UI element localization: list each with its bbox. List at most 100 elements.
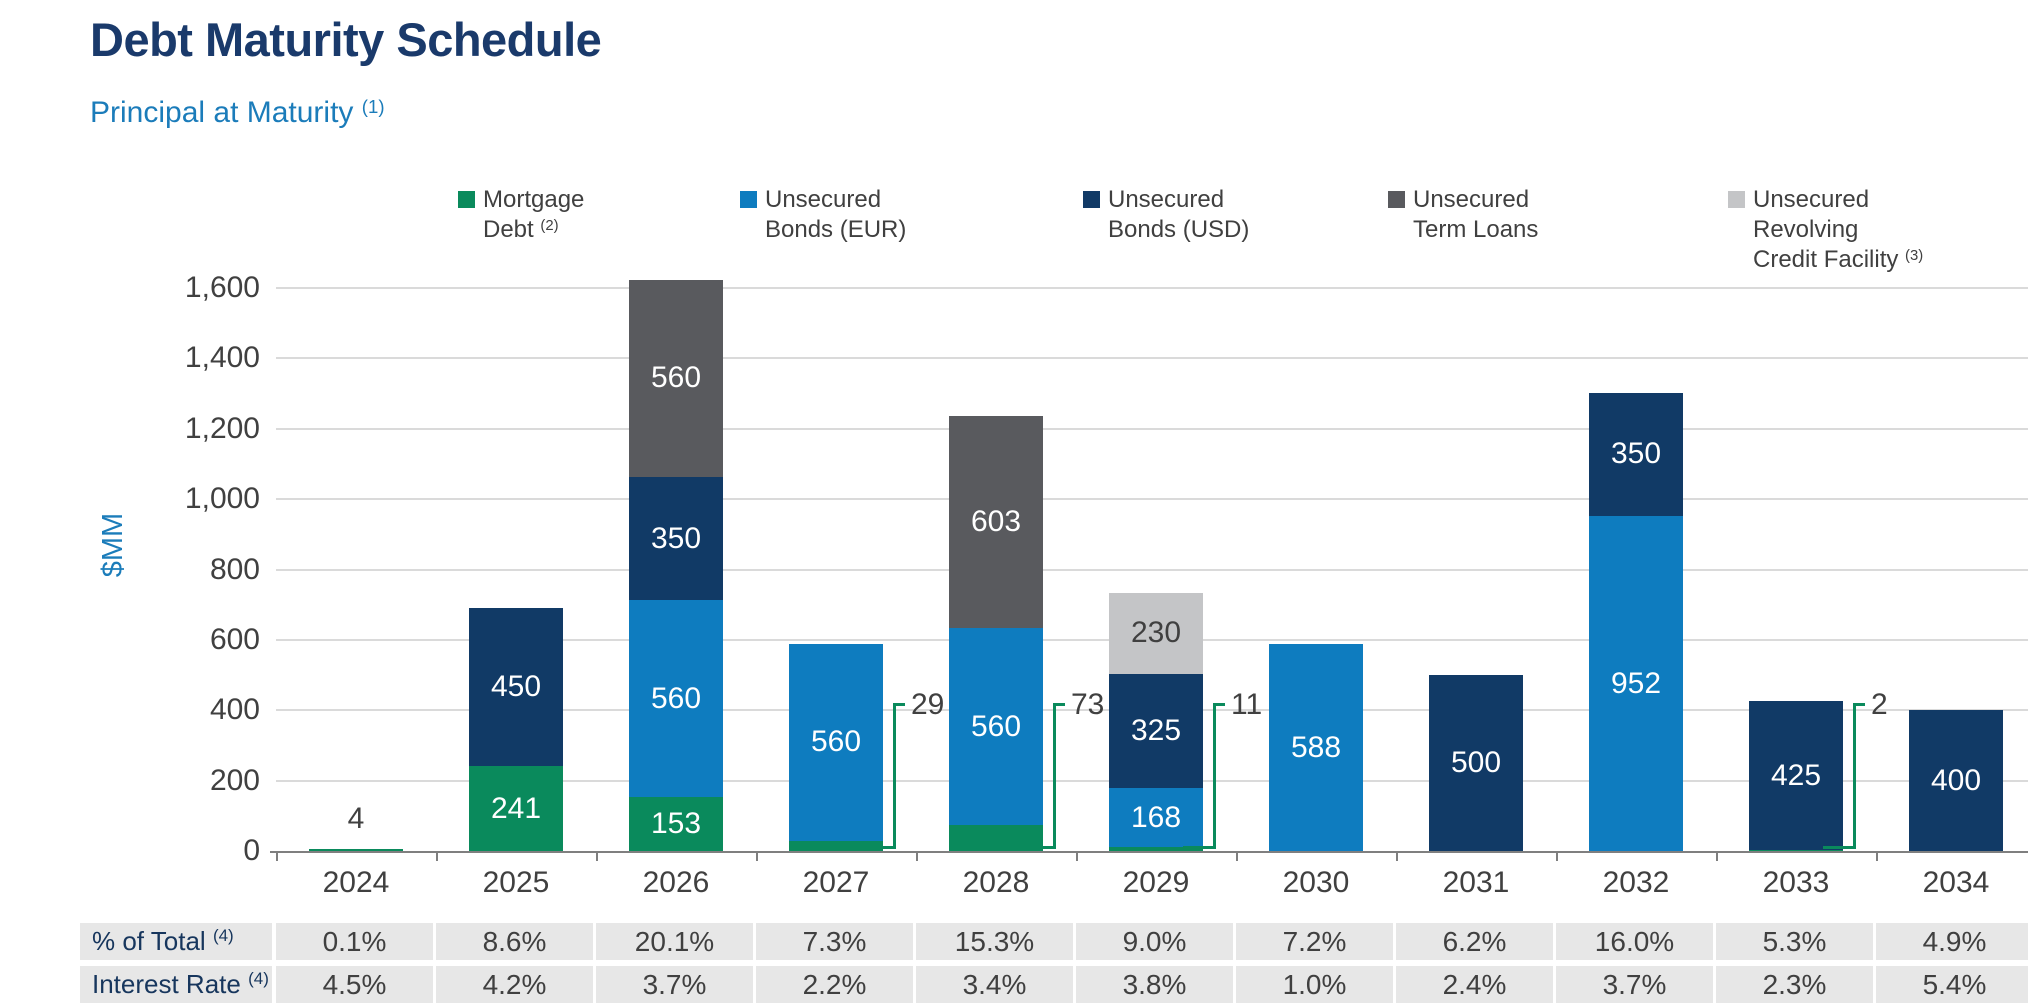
legend-label-line: Unsecured [765, 186, 882, 213]
bar-total-label: 4 [347, 802, 365, 835]
callout-bracket-tick [1856, 703, 1865, 706]
x-axis-label-2031: 2031 [1442, 866, 1510, 899]
callout-bracket-foot [1023, 846, 1056, 849]
legend-swatch-mortgage [458, 191, 475, 208]
callout-bracket-line [893, 703, 896, 849]
legend-label: Unsecured Bonds (EUR) [765, 185, 906, 245]
callout-bracket-line [1053, 703, 1056, 849]
table-cell: 9.0% [1076, 923, 1233, 960]
callout-bracket-foot [1183, 846, 1216, 849]
bar-value-label: 560 [810, 725, 862, 759]
legend-footnote-marker: (2) [540, 217, 559, 234]
bar-value-label: 560 [650, 681, 702, 715]
legend-swatch-bonds-eur [740, 191, 757, 208]
bar-segment-mortgage-2026 [629, 797, 723, 851]
gridline [276, 568, 2028, 571]
legend-label-line: Credit Facility (3) [1753, 246, 1924, 273]
table-cell: 3.7% [596, 966, 753, 1003]
x-axis-label-2027: 2027 [802, 866, 870, 899]
table-cell: 7.3% [756, 923, 913, 960]
bar-segment-bonds_usd-2032 [1589, 392, 1683, 516]
bar-value-label: 168 [1130, 800, 1182, 834]
y-axis-tick-label: 1,000 [184, 482, 260, 516]
gridline [276, 427, 2028, 430]
bar-value-label: 500 [1450, 746, 1502, 780]
bar-value-label: 230 [1130, 616, 1182, 650]
y-axis-tick-label: 0 [243, 834, 260, 867]
legend-item-mortgage-debt: Mortgage Debt (2) [458, 185, 584, 248]
bar-segment-mortgage-2024 [309, 849, 403, 851]
bar-value-label: 350 [1610, 437, 1662, 471]
legend-label-line: Mortgage [483, 186, 585, 213]
legend-item-unsecured-bonds-usd: Unsecured Bonds (USD) [1083, 185, 1249, 245]
legend-label-line: Bonds (EUR) [765, 216, 907, 243]
legend-footnote-marker: (3) [1905, 247, 1924, 264]
x-axis-tick [436, 853, 438, 861]
table-cell: 2.3% [1716, 966, 1873, 1003]
x-axis-label-2028: 2028 [962, 866, 1030, 899]
bar-value-label: 350 [650, 521, 702, 555]
legend-label: Unsecured Bonds (USD) [1108, 185, 1249, 245]
x-axis-label-2033: 2033 [1762, 866, 1830, 899]
table-cell: 4.9% [1876, 923, 2028, 960]
bar-segment-term_loans-2026 [629, 279, 723, 477]
table-footnote-marker: (4) [248, 968, 269, 988]
x-axis-tick [1076, 853, 1078, 861]
page-subtitle: Principal at Maturity (1) [90, 96, 385, 130]
y-axis-tick-label: 400 [209, 693, 260, 727]
bar-segment-bonds_usd-2029 [1109, 673, 1203, 788]
table-row-label: % of Total (4) [80, 923, 272, 960]
bar-value-label: 153 [650, 807, 702, 841]
legend-label-line: Revolving [1753, 216, 1859, 243]
bar-segment-bonds_eur-2030 [1269, 644, 1363, 851]
subtitle-footnote-marker: (1) [361, 95, 385, 117]
legend-label-line: Debt (2) [483, 216, 559, 243]
bar-segment-mortgage-2027 [789, 840, 883, 851]
table-cell: 0.1% [276, 923, 433, 960]
table-cell: 8.6% [436, 923, 593, 960]
bar-value-label: 400 [1930, 763, 1982, 797]
x-axis-label-2026: 2026 [642, 866, 710, 899]
callout-bracket-line [1853, 703, 1856, 849]
legend-label: Unsecured Revolving Credit Facility (3) [1753, 185, 1923, 278]
x-axis-label-2032: 2032 [1602, 866, 1670, 899]
callout-bracket-foot [1823, 846, 1856, 849]
y-axis-tick-label: 1,600 [184, 271, 260, 304]
legend-item-unsecured-bonds-eur: Unsecured Bonds (EUR) [740, 185, 906, 245]
table-row-label-text: Interest Rate [92, 969, 249, 999]
table-cell: 5.3% [1716, 923, 1873, 960]
bar-segment-term_loans-2028 [949, 416, 1043, 629]
table-cell: 1.0% [1236, 966, 1393, 1003]
table-row-label-text: % of Total [92, 926, 213, 956]
table-cell: 2.2% [756, 966, 913, 1003]
table-row-label: Interest Rate (4) [80, 966, 272, 1003]
bar-segment-bonds_eur-2027 [789, 643, 883, 841]
x-axis-tick [916, 853, 918, 861]
x-axis-label-2034: 2034 [1922, 866, 1990, 899]
bar-segment-bonds_eur-2029 [1109, 788, 1203, 848]
bar-value-label: 952 [1610, 666, 1662, 700]
table-cell: 3.4% [916, 966, 1073, 1003]
x-axis-tick [1396, 853, 1398, 861]
bar-value-label: 241 [490, 791, 542, 825]
page-title: Debt Maturity Schedule [90, 13, 602, 66]
x-axis-label-2024: 2024 [322, 866, 390, 899]
legend-label-line: Unsecured [1108, 186, 1225, 213]
bar-segment-mortgage-2025 [469, 766, 563, 851]
legend-swatch-revolver [1728, 191, 1745, 208]
bar-segment-bonds_usd-2031 [1429, 675, 1523, 851]
legend-item-unsecured-revolver: Unsecured Revolving Credit Facility (3) [1728, 185, 1923, 278]
callout-bracket-foot [863, 846, 896, 849]
bar-segment-bonds_usd-2025 [469, 607, 563, 767]
gridline [276, 287, 2028, 289]
table-cell: 16.0% [1556, 923, 1713, 960]
table-cell: 3.7% [1556, 966, 1713, 1003]
x-axis-label-2029: 2029 [1122, 866, 1190, 899]
callout-bracket-tick [896, 703, 905, 706]
bar-value-label: 588 [1290, 730, 1342, 764]
callout-value-label: 29 [911, 688, 945, 721]
table-cell: 6.2% [1396, 923, 1553, 960]
bar-value-label: 560 [970, 709, 1022, 743]
